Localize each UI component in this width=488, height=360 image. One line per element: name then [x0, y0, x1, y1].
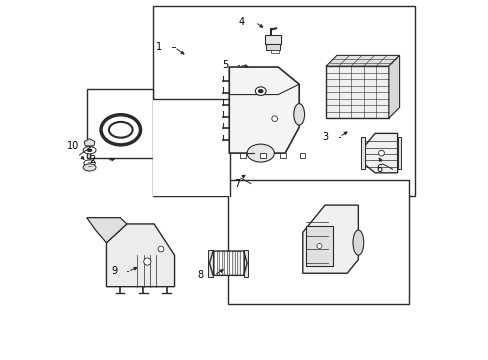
Ellipse shape [257, 89, 263, 93]
Ellipse shape [101, 115, 140, 145]
Polygon shape [106, 224, 174, 287]
Bar [242, 251, 244, 275]
Ellipse shape [83, 164, 96, 171]
Bar [217, 251, 219, 275]
Ellipse shape [378, 150, 384, 156]
Polygon shape [229, 67, 299, 153]
Ellipse shape [83, 147, 96, 154]
Polygon shape [325, 55, 399, 66]
Ellipse shape [109, 122, 132, 138]
Bar [279, 153, 285, 158]
Bar [212, 251, 214, 275]
Bar [222, 251, 224, 275]
Bar [153, 6, 414, 196]
Bar [153, 99, 230, 196]
Ellipse shape [255, 87, 265, 95]
Text: 6: 6 [376, 164, 382, 174]
Text: 4: 4 [238, 17, 244, 27]
Bar [228, 180, 408, 304]
Bar [243, 250, 247, 276]
Ellipse shape [86, 148, 92, 152]
Bar [227, 251, 229, 275]
Polygon shape [302, 205, 358, 273]
Polygon shape [365, 134, 397, 173]
Bar [397, 137, 400, 169]
Bar [240, 153, 245, 158]
Bar [299, 153, 305, 158]
Text: 5: 5 [222, 60, 228, 70]
Text: 2: 2 [89, 155, 96, 165]
Bar [86, 89, 153, 158]
Polygon shape [388, 55, 399, 118]
Bar [208, 250, 213, 276]
Polygon shape [266, 44, 279, 50]
Ellipse shape [271, 116, 277, 122]
Bar [360, 137, 365, 169]
Bar [232, 251, 234, 275]
Polygon shape [86, 218, 126, 243]
Ellipse shape [143, 258, 151, 265]
Text: 10: 10 [67, 141, 80, 151]
Ellipse shape [316, 243, 321, 248]
Ellipse shape [158, 246, 163, 252]
Polygon shape [84, 139, 95, 146]
Ellipse shape [246, 144, 274, 162]
Bar [305, 226, 333, 266]
Ellipse shape [352, 230, 363, 255]
Ellipse shape [83, 160, 95, 166]
Text: 1: 1 [156, 42, 162, 52]
Bar [270, 50, 278, 53]
Text: 7: 7 [234, 179, 241, 189]
Text: 9: 9 [111, 266, 117, 276]
Text: 3: 3 [322, 132, 328, 142]
Bar [260, 153, 265, 158]
Bar [237, 251, 239, 275]
Text: 8: 8 [197, 270, 203, 280]
Ellipse shape [293, 104, 304, 125]
Polygon shape [265, 35, 280, 44]
Polygon shape [325, 66, 388, 118]
